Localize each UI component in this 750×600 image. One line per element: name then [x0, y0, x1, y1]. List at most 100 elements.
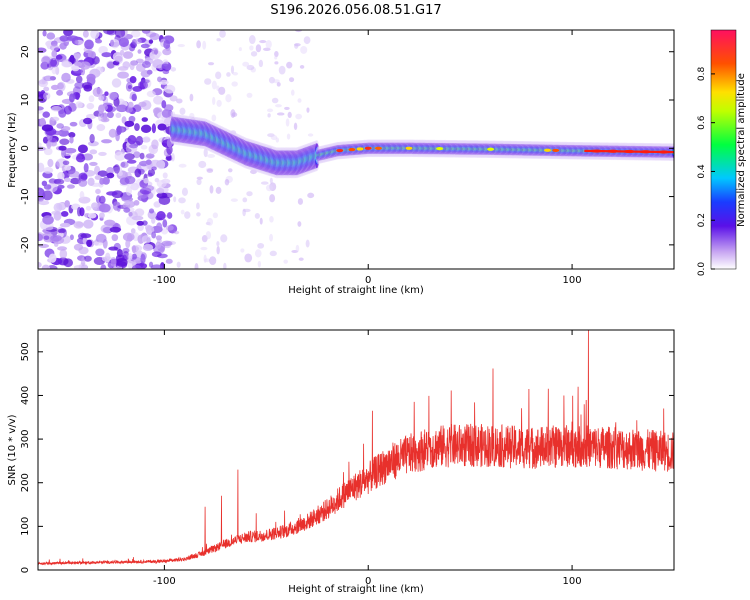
spectrogram-cell: [145, 153, 155, 159]
snr-panel: -100 0 100 0 100 200 300 400 500 Height of stra…: [7, 329, 675, 595]
spectrogram-cell: [284, 106, 290, 111]
spectrogram-cell: [53, 202, 63, 212]
spectrogram-cell: [156, 187, 165, 194]
spectrogram-frame: [37, 29, 675, 270]
spectrogram-cell: [487, 147, 495, 151]
spectrogram-cell: [165, 258, 173, 264]
spectrogram-cell: [48, 57, 60, 68]
spectrogram-cell: [128, 253, 133, 261]
spectrogram-cell: [149, 159, 162, 168]
spectrogram-cell: [87, 177, 95, 186]
spectrogram-cell: [58, 145, 67, 151]
colorbar-label: Normalized spectral amplitude: [736, 73, 747, 227]
spectrogram-cell: [145, 159, 152, 165]
spectrogram-cell: [134, 123, 140, 131]
spectrogram-cell: [124, 200, 131, 206]
spectrogram-cell: [64, 177, 72, 182]
spectrogram-cell: [205, 231, 212, 240]
spectrogram-cell: [246, 64, 255, 71]
spectrogram-cell: [151, 217, 156, 224]
spectrogram-cell: [184, 211, 191, 219]
spectrogram-cell: [95, 188, 101, 195]
spectrogram-cell: [89, 133, 95, 144]
spectrogram-cell: [63, 30, 73, 37]
spectrogram-cell: [74, 39, 79, 45]
spectrogram-cell: [297, 221, 302, 227]
spectrogram-cell: [274, 50, 279, 58]
spectrogram-cell: [259, 40, 267, 44]
spectrogram-cell: [61, 72, 71, 83]
spectrogram-cell: [64, 200, 70, 208]
spectrogram-cell: [57, 171, 65, 181]
spectrogram-cell: [42, 190, 53, 201]
spectrogram-cell: [299, 65, 305, 69]
spectrogram-cell: [94, 175, 102, 180]
spectrogram-cell: [67, 170, 80, 178]
spectrogram-cell: [267, 113, 271, 118]
spectrogram-cell: [99, 177, 105, 185]
spectrogram-cell: [106, 167, 114, 175]
spectrogram-cell: [230, 198, 238, 202]
spectrogram-cell: [211, 80, 217, 90]
snr-frame: [37, 329, 675, 571]
spectrogram-cell: [141, 60, 151, 69]
spectrogram-cell: [133, 151, 141, 159]
spectrogram-cell: [134, 38, 142, 45]
spectrogram-cell: [297, 198, 304, 205]
spectrogram-cell: [298, 257, 304, 261]
spectrogram-cell: [216, 241, 220, 247]
spectrogram-cell: [242, 61, 250, 67]
spectrogram-cell: [76, 206, 82, 217]
spectrogram-cell: [257, 242, 265, 249]
spectrogram-cell: [267, 108, 274, 113]
spectrogram-cell: [108, 91, 118, 101]
spectrogram-cell: [99, 104, 109, 111]
x-tick-label: 0: [365, 576, 371, 587]
spectrogram-cell: [147, 172, 153, 177]
spectrogram-cell: [50, 105, 62, 112]
spectrogram-cell: [87, 213, 97, 219]
spectrogram-cell: [49, 44, 60, 52]
spectrogram-cell: [260, 181, 269, 185]
spectrogram-cell: [405, 146, 413, 150]
spectrogram-cell: [131, 264, 142, 269]
spectrogram-cell: [78, 178, 88, 187]
spectrogram-cell: [248, 35, 256, 45]
spectrogram-cell: [225, 94, 232, 103]
spectrogram-cell: [75, 75, 83, 84]
spectrogram-cell: [165, 155, 173, 162]
spectrogram-cell: [356, 147, 364, 151]
spectrogram-cell: [38, 233, 44, 242]
spectrogram-cell: [95, 248, 105, 257]
spectrogram-cell: [98, 151, 107, 156]
spectrogram-cell: [153, 95, 164, 105]
spectrogram-cell: [285, 118, 290, 127]
spectrogram-cell: [124, 176, 136, 185]
spectrogram-cell: [47, 158, 54, 168]
spectrogram-cell: [303, 36, 311, 45]
spectrogram-cell: [169, 95, 178, 102]
y-tick-label: 20: [20, 45, 31, 58]
spectrogram-cell: [89, 161, 98, 166]
spectrogram-cell: [300, 46, 308, 54]
spectrogram-cell: [86, 73, 96, 82]
spectrogram-cell: [196, 178, 202, 186]
spectrogram-cell: [130, 182, 140, 191]
spectrogram-cell: [86, 102, 95, 110]
spectrogram-cell: [69, 136, 74, 144]
spectrogram-cell: [157, 76, 162, 83]
spectrogram-cell: [97, 170, 108, 177]
snr-y-ticks: 0 100 200 300 400 500: [20, 342, 674, 573]
spectrogram-cell: [38, 200, 50, 206]
spectrogram-cell: [265, 184, 274, 192]
spectrogram-cell: [57, 82, 64, 90]
spectrogram-cell: [51, 50, 58, 58]
spectrogram-cell: [206, 218, 214, 226]
spectrogram-cell: [82, 117, 93, 125]
spectrogram-cell: [118, 37, 130, 48]
spectrogram-cell: [176, 261, 181, 268]
spectrogram-cell: [80, 257, 86, 267]
spectrogram-cell: [189, 93, 194, 102]
spectrogram-cell: [306, 107, 310, 113]
